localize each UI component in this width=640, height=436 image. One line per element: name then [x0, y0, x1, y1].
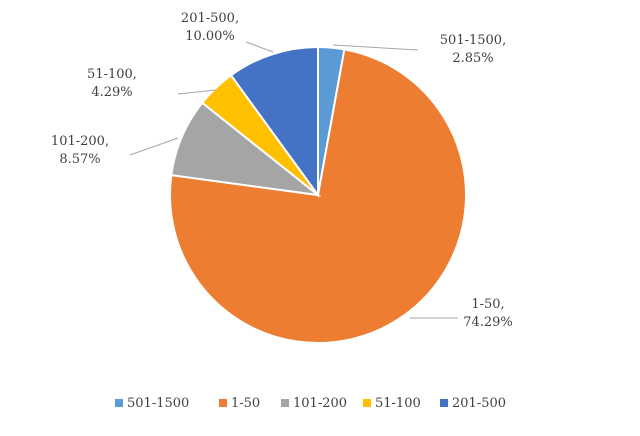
legend-label-201-500: 201-500 — [452, 396, 506, 411]
legend-label-501-1500: 501-1500 — [127, 396, 189, 411]
leader-line-51-100 — [177, 89, 217, 95]
label-leader-lines — [129, 41, 458, 319]
data-label-value-201-500: 10.00% — [185, 29, 235, 44]
pie-slice-201-500 — [229, 45, 319, 199]
legend-item-201-500: 201-500 — [440, 396, 506, 411]
data-label-category-101-200: 101-200, — [51, 134, 109, 149]
legend-item-101-200: 101-200 — [281, 396, 347, 411]
legend: 501-1500 1-50 101-200 51-100 201-500 — [115, 396, 506, 411]
data-label-value-51-100: 4.29% — [91, 85, 132, 100]
legend-swatch-51-100 — [363, 399, 371, 407]
legend-item-1-50: 1-50 — [219, 396, 260, 411]
leader-line-101-200 — [129, 137, 179, 156]
legend-label-1-50: 1-50 — [231, 396, 260, 411]
legend-swatch-101-200 — [281, 399, 289, 407]
legend-label-51-100: 51-100 — [375, 396, 421, 411]
legend-item-51-100: 51-100 — [363, 396, 421, 411]
data-label-category-51-100: 51-100, — [87, 67, 137, 82]
pie-slices — [169, 45, 467, 344]
legend-label-101-200: 101-200 — [293, 396, 347, 411]
data-label-value-501-1500: 2.85% — [452, 51, 493, 66]
legend-swatch-1-50 — [219, 399, 227, 407]
data-label-category-501-1500: 501-1500, — [440, 33, 506, 48]
leader-line-201-500 — [245, 41, 274, 53]
data-label-category-1-50: 1-50, — [471, 297, 504, 312]
data-label-value-1-50: 74.29% — [463, 315, 513, 330]
data-label-value-101-200: 8.57% — [59, 152, 100, 167]
data-label-category-201-500: 201-500, — [181, 11, 239, 26]
data-labels: 501-1500, 2.85% 1-50, 74.29% 101-200, 8.57% 51… — [51, 11, 513, 330]
legend-item-501-1500: 501-1500 — [115, 396, 189, 411]
leader-line-501-1500 — [332, 44, 419, 51]
legend-swatch-501-1500 — [115, 399, 123, 407]
legend-swatch-201-500 — [440, 399, 448, 407]
